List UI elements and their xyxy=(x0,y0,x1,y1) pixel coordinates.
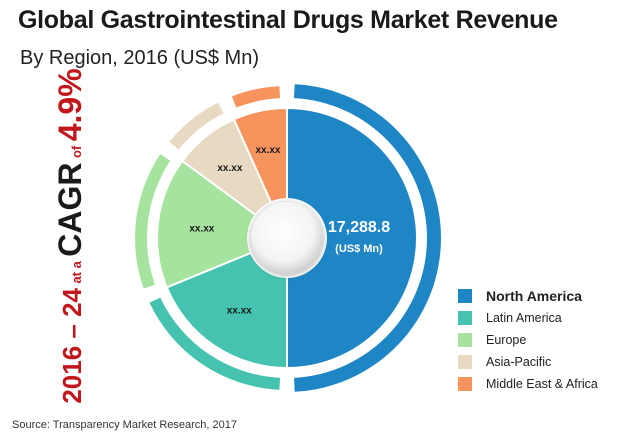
source-note: Source: Transparency Market Research, 20… xyxy=(12,419,238,431)
legend-swatch xyxy=(458,311,472,325)
legend-swatch xyxy=(458,377,472,391)
value-label-latin-america: xx.xx xyxy=(227,305,252,316)
outer-arc-latin-america xyxy=(149,297,281,390)
legend-item-asia-pacific: Asia-Pacific xyxy=(458,351,598,373)
value-label-middle-east-africa: xx.xx xyxy=(255,145,280,156)
legend-label: Europe xyxy=(486,333,527,347)
legend-label: Middle East & Africa xyxy=(486,377,598,391)
legend-swatch xyxy=(458,333,472,347)
legend-item-latin-america: Latin America xyxy=(458,307,598,329)
legend-label: Latin America xyxy=(486,311,562,325)
legend-swatch xyxy=(458,289,472,303)
slice-north-america xyxy=(286,106,418,370)
value-label-europe: xx.xx xyxy=(189,224,214,235)
value-label-asia-pacific: xx.xx xyxy=(217,163,242,174)
legend-item-north-america: North America xyxy=(458,285,598,307)
legend-swatch xyxy=(458,355,472,369)
value-label-north-america: 17,288.8 xyxy=(328,219,390,236)
chart-subtitle: By Region, 2016 (US$ Mn) xyxy=(20,47,260,69)
legend-label: Asia-Pacific xyxy=(486,355,552,369)
outer-arc-asia-pacific xyxy=(169,102,224,150)
unit-label-north-america: (US$ Mn) xyxy=(335,243,383,255)
donut-hole xyxy=(251,202,323,274)
slice-latin-america xyxy=(165,236,288,370)
legend-label: North America xyxy=(486,288,582,304)
legend-item-europe: Europe xyxy=(458,329,598,351)
outer-arc-middle-east-africa xyxy=(231,86,281,108)
slice-europe xyxy=(156,159,290,289)
legend-item-middle-east-africa: Middle East & Africa xyxy=(458,373,598,395)
legend: North America Latin America Europe Asia-Pac… xyxy=(458,285,598,395)
outer-arc-europe xyxy=(134,154,171,289)
chart-title: Global Gastrointestinal Drugs Market Rev… xyxy=(18,6,558,34)
outer-arc-north-america xyxy=(293,84,441,392)
